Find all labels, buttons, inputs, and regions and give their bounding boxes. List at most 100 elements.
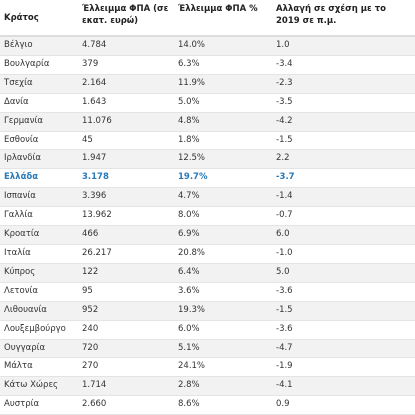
table-cell: 19.3% <box>174 301 272 321</box>
table-cell: 240 <box>78 320 174 340</box>
table-cell: 379 <box>78 55 174 75</box>
table-cell: 6.4% <box>174 263 272 283</box>
table-cell: 26.217 <box>78 244 174 264</box>
table-cell: Λουξεμβούργο <box>0 320 78 340</box>
table-cell: Λιθουανία <box>0 301 78 321</box>
table-row: Εσθονία 45 1.8% -1.5 <box>0 131 415 151</box>
table-cell: -1.0 <box>272 244 415 264</box>
table-row: Βουλγαρία 379 6.3% -3.4 <box>0 55 415 75</box>
table-row: Λετονία 95 3.6% -3.6 <box>0 282 415 302</box>
table-row: Κροατία 466 6.9% 6.0 <box>0 225 415 245</box>
table-cell: Κάτω Χώρες <box>0 376 78 397</box>
table-cell: 3.6% <box>174 282 272 302</box>
table-cell: 6.0% <box>174 320 272 340</box>
table-cell: Γερμανία <box>0 112 78 132</box>
table-cell: 6.0 <box>272 225 415 245</box>
table-cell: 19.7% <box>174 168 272 189</box>
table-cell: 4.7% <box>174 187 272 208</box>
table-row: Ισπανία 3.396 4.7% -1.4 <box>0 187 415 208</box>
table-row: Γερμανία 11.076 4.8% -4.2 <box>0 112 415 132</box>
table-cell: Βέλγιο <box>0 36 78 56</box>
table-row: Αυστρία 2.660 8.6% 0.9 <box>0 395 415 415</box>
table-cell: -3.5 <box>272 93 415 113</box>
table-cell: 1.8% <box>174 131 272 151</box>
table-cell: -3.7 <box>272 168 415 189</box>
table-cell: -3.4 <box>272 55 415 75</box>
table-row: Κάτω Χώρες 1.714 2.8% -4.1 <box>0 376 415 397</box>
table-cell: 20.8% <box>174 244 272 264</box>
table-row: Μάλτα 270 24.1% -1.9 <box>0 357 415 378</box>
table-cell: 1.0 <box>272 36 415 56</box>
table-cell: 13.962 <box>78 206 174 227</box>
table-row: Ιταλία 26.217 20.8% -1.0 <box>0 244 415 264</box>
table-cell: -4.2 <box>272 112 415 132</box>
table-cell: 8.0% <box>174 206 272 227</box>
table-cell: Δανία <box>0 93 78 113</box>
table-cell: -4.7 <box>272 339 415 359</box>
table-cell: 1.643 <box>78 93 174 113</box>
table-cell: Κύπρος <box>0 263 78 283</box>
table-row: Τσεχία 2.164 11.9% -2.3 <box>0 74 415 94</box>
table-cell: -0.7 <box>272 206 415 227</box>
table-cell: Ιρλανδία <box>0 149 78 170</box>
table-cell: 2.8% <box>174 376 272 397</box>
table-cell: 122 <box>78 263 174 283</box>
table-cell: 5.0% <box>174 93 272 113</box>
table-cell: 95 <box>78 282 174 302</box>
table-cell: -3.6 <box>272 282 415 302</box>
table-cell: -2.3 <box>272 74 415 94</box>
table-cell: -4.1 <box>272 376 415 397</box>
table-cell: 2.164 <box>78 74 174 94</box>
table-cell: 4.784 <box>78 36 174 56</box>
table-cell: 11.076 <box>78 112 174 132</box>
table-cell: Βουλγαρία <box>0 55 78 75</box>
table-cell: 1.714 <box>78 376 174 397</box>
table-cell: 24.1% <box>174 357 272 378</box>
table-cell: Εσθονία <box>0 131 78 151</box>
table-cell: 14.0% <box>174 36 272 56</box>
table-cell: -1.5 <box>272 301 415 321</box>
table-cell: 4.8% <box>174 112 272 132</box>
table-cell: 12.5% <box>174 149 272 170</box>
table-header: Κράτος Έλλειμμα ΦΠΑ (σε εκατ. ευρώ) Έλλειμ… <box>0 0 415 37</box>
table-cell: -1.4 <box>272 187 415 208</box>
table-cell: -1.5 <box>272 131 415 151</box>
table-cell: Τσεχία <box>0 74 78 94</box>
table-cell: 466 <box>78 225 174 245</box>
column-header: Κράτος <box>0 0 78 37</box>
table-row: Ελλάδα 3.178 19.7% -3.7 <box>0 168 415 189</box>
table-cell: Μάλτα <box>0 357 78 378</box>
table-row: Ουγγαρία 720 5.1% -4.7 <box>0 339 415 359</box>
column-header: Έλλειμμα ΦΠΑ % <box>174 0 272 37</box>
table-row: Κύπρος 122 6.4% 5.0 <box>0 263 415 283</box>
table-row: Βέλγιο 4.784 14.0% 1.0 <box>0 36 415 56</box>
table-cell: 11.9% <box>174 74 272 94</box>
table-cell: 5.1% <box>174 339 272 359</box>
column-header: Αλλαγή σε σχέση με το 2019 σε π.μ. <box>272 0 415 37</box>
table-body: Βέλγιο 4.784 14.0% 1.0 Βουλγαρία 379 6.3% -3.4 Τ… <box>0 36 415 415</box>
table-row: Λιθουανία 952 19.3% -1.5 <box>0 301 415 321</box>
table-row: Ιρλανδία 1.947 12.5% 2.2 <box>0 149 415 170</box>
table-cell: Ισπανία <box>0 187 78 208</box>
table-cell: Ιταλία <box>0 244 78 264</box>
table-cell: 952 <box>78 301 174 321</box>
table-cell: 3.178 <box>78 168 174 189</box>
table-cell: Γαλλία <box>0 206 78 227</box>
table-cell: Λετονία <box>0 282 78 302</box>
table-cell: Κροατία <box>0 225 78 245</box>
table-cell: Ελλάδα <box>0 168 78 189</box>
table-cell: 2.2 <box>272 149 415 170</box>
table-cell: 6.3% <box>174 55 272 75</box>
table-cell: 270 <box>78 357 174 378</box>
table-row: Γαλλία 13.962 8.0% -0.7 <box>0 206 415 227</box>
header-row: Κράτος Έλλειμμα ΦΠΑ (σε εκατ. ευρώ) Έλλειμ… <box>0 0 415 37</box>
table-cell: 720 <box>78 339 174 359</box>
table-row: Δανία 1.643 5.0% -3.5 <box>0 93 415 113</box>
table-cell: 45 <box>78 131 174 151</box>
table-cell: Ουγγαρία <box>0 339 78 359</box>
table-cell: -1.9 <box>272 357 415 378</box>
table-cell: 3.396 <box>78 187 174 208</box>
table-cell: 1.947 <box>78 149 174 170</box>
